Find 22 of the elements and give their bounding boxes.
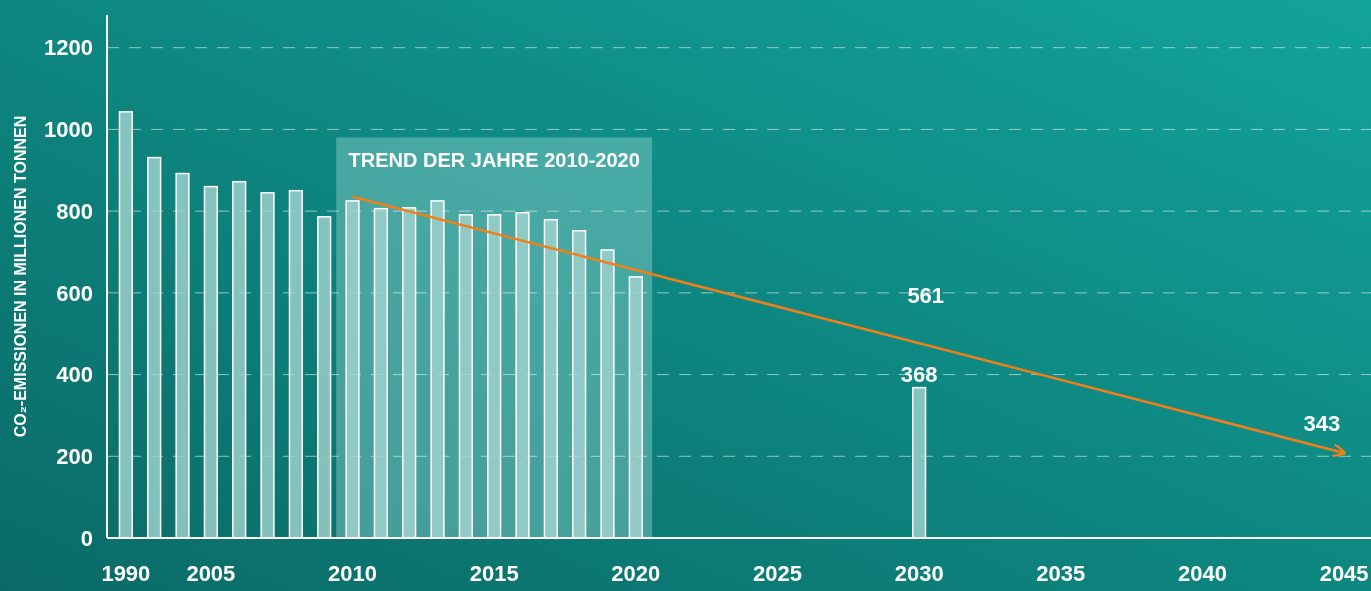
y-tick-label: 400 xyxy=(56,362,93,388)
x-tick-label: 2005 xyxy=(186,561,236,586)
x-tick-label: 2020 xyxy=(611,561,661,586)
y-axis-title: CO₂-EMISSIONEN IN MILLIONEN TONNEN xyxy=(12,115,29,438)
x-tick-label: 2025 xyxy=(753,561,802,586)
y-tick-label: 600 xyxy=(56,280,93,306)
data-label: 368 xyxy=(900,361,938,387)
y-tick-label: 1200 xyxy=(44,35,93,61)
x-tick-label: 2035 xyxy=(1036,561,1086,586)
x-tick-label: 1990 xyxy=(101,561,151,586)
annotation: 561 xyxy=(907,282,945,308)
y-tick-label: 200 xyxy=(56,443,93,469)
y-tick-label: 0 xyxy=(80,525,93,551)
band-label: TREND DER JAHRE 2010-2020 xyxy=(348,149,640,172)
x-tick-label: 2030 xyxy=(894,561,944,586)
x-tick-label: 2015 xyxy=(469,561,519,586)
y-tick-label: 800 xyxy=(56,198,93,224)
annotation: 343 xyxy=(1303,411,1341,437)
x-tick-label: 2040 xyxy=(1177,561,1227,586)
x-tick-label: 2045 xyxy=(1319,561,1369,586)
y-tick-label: 1000 xyxy=(44,117,93,143)
x-tick-label: 2010 xyxy=(328,561,377,586)
